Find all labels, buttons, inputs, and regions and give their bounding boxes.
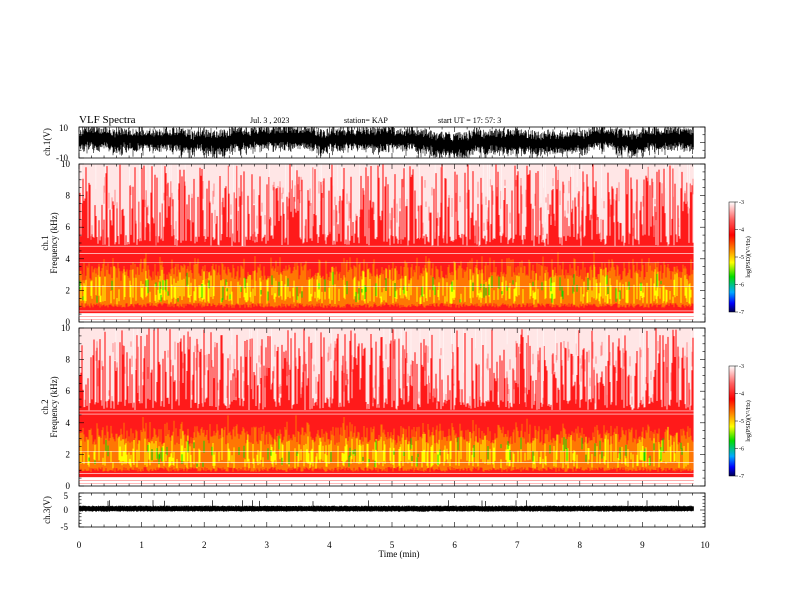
ch1-cbtick-label-2: -5: [739, 255, 744, 261]
ch2-spec-ytick-label-2: 4: [66, 418, 71, 428]
ch1-waveform-line: [79, 127, 694, 158]
ch1-ytick-bottom: -10: [56, 153, 68, 163]
ch1-cbtick-label-1: -4: [739, 228, 744, 234]
ch1-spec-ytick-label-1: 2: [66, 285, 71, 295]
ch2-colorbar: [728, 365, 736, 477]
time-tick-label-3: 3: [265, 540, 270, 550]
time-axis-tick-labels: 0 1 2 3 4 5 6 7 8 9 10: [77, 540, 710, 550]
ch2-cbtick-label-0: -3: [739, 364, 744, 370]
time-tick-label-4: 4: [327, 540, 332, 550]
ch2-spectrogram-image: [79, 328, 694, 486]
ch1-waveform-trace: [79, 127, 694, 158]
ch2-frequency-ylabel: Frequency (kHz): [49, 376, 59, 437]
time-axis-label: Time (min): [379, 549, 420, 559]
ch1-spec-low-gap: [79, 313, 694, 322]
ch2-spec-ytick-label-0: 0: [66, 481, 71, 491]
ch2-spec-green-layer: [88, 435, 683, 467]
ch2-cbtick-label-2: -5: [739, 419, 744, 425]
ch3-waveform-ylabel: ch.3(V): [42, 496, 52, 524]
ch2-cbtick-label-3: -6: [739, 447, 744, 453]
ch3-waveform-line: [79, 500, 694, 512]
ch1-cbtick-label-4: -7: [739, 310, 744, 316]
ch1-waveform-panel: 10 -10 ch.1(V): [42, 123, 706, 163]
time-tick-label-5: 5: [390, 540, 395, 550]
ch1-spec-ytick-label-3: 6: [66, 222, 71, 232]
ch2-colorbar-label: log(PSD)(V²/Hz): [745, 400, 752, 441]
header-date: Jul. 3 , 2023: [250, 116, 289, 125]
ch1-frequency-ylabel: Frequency (kHz): [49, 212, 59, 273]
time-tick-label-9: 9: [640, 540, 645, 550]
ch2-spectrogram-ticks: [78, 327, 706, 487]
ch1-colorbar-ticks: -3 -4 -5 -6 -7: [735, 200, 744, 316]
figure-title: VLF Spectra: [79, 114, 136, 126]
ch1-waveform-ylabel: ch.1(V): [42, 128, 52, 156]
ch2-colorbar-ticks: -3 -4 -5 -6 -7: [735, 364, 744, 480]
ch2-spec-low-gap: [79, 477, 694, 486]
ch3-ytick-top: 5: [64, 491, 69, 501]
ch2-spec-ytick-label-3: 6: [66, 386, 71, 396]
ch3-ytick-middle: 0: [64, 505, 69, 515]
ch3-waveform-trace: [79, 500, 694, 512]
ch2-spec-ytick-label-5: 10: [61, 323, 71, 333]
ch1-spec-ytick-label-4: 8: [66, 191, 71, 201]
time-tick-label-2: 2: [202, 540, 207, 550]
ch1-colorbar: [728, 201, 736, 313]
ch1-spec-ytick-label-5: 10: [61, 159, 71, 169]
time-tick-label-0: 0: [77, 540, 82, 550]
ch3-ytick-bottom: -5: [61, 522, 69, 532]
ch1-spec-white-streaks: [81, 164, 690, 243]
time-tick-label-10: 10: [701, 540, 711, 550]
ch1-spec-ytick-label-0: 0: [66, 317, 71, 327]
ch2-label: ch.2: [40, 399, 50, 414]
ch1-spectrogram-ytick-labels: 0 2 4 6 8 10: [61, 159, 71, 327]
ch1-spectrogram-image: [79, 164, 694, 322]
time-tick-label-7: 7: [515, 540, 520, 550]
ch1-spec-ytick-label-2: 4: [66, 254, 71, 264]
time-tick-label-8: 8: [578, 540, 583, 550]
ch1-cbtick-label-3: -6: [739, 283, 744, 289]
ch2-spectrogram-ytick-labels: 0 2 4 6 8 10: [61, 323, 71, 491]
ch2-spec-ytick-label-1: 2: [66, 449, 71, 459]
header-station: station= KAP: [344, 116, 388, 125]
ch1-cbtick-label-0: -3: [739, 200, 744, 206]
ch2-cbtick-label-4: -7: [739, 474, 744, 480]
ch3-waveform-ticks: [78, 492, 706, 528]
ch2-cbtick-label-1: -4: [739, 392, 744, 398]
ch1-ytick-top: 10: [59, 123, 69, 133]
header-start-time: start UT = 17: 57: 3: [438, 116, 501, 125]
ch2-spec-white-streaks: [115, 328, 692, 404]
time-tick-label-1: 1: [139, 540, 144, 550]
ch1-colorbar-label: log(PSD)(V²/Hz): [745, 236, 752, 277]
ch1-waveform-ticks: [78, 126, 706, 159]
ch2-spec-ytick-label-4: 8: [66, 355, 71, 365]
ch3-waveform-panel: 5 0 -5 ch.3(V) 0 1 2 3 4 5 6 7 8 9 10 Time (min): [42, 491, 710, 559]
ch1-label: ch.1: [40, 235, 50, 250]
ch1-spectrogram-ticks: [78, 163, 706, 323]
time-tick-label-6: 6: [452, 540, 457, 550]
